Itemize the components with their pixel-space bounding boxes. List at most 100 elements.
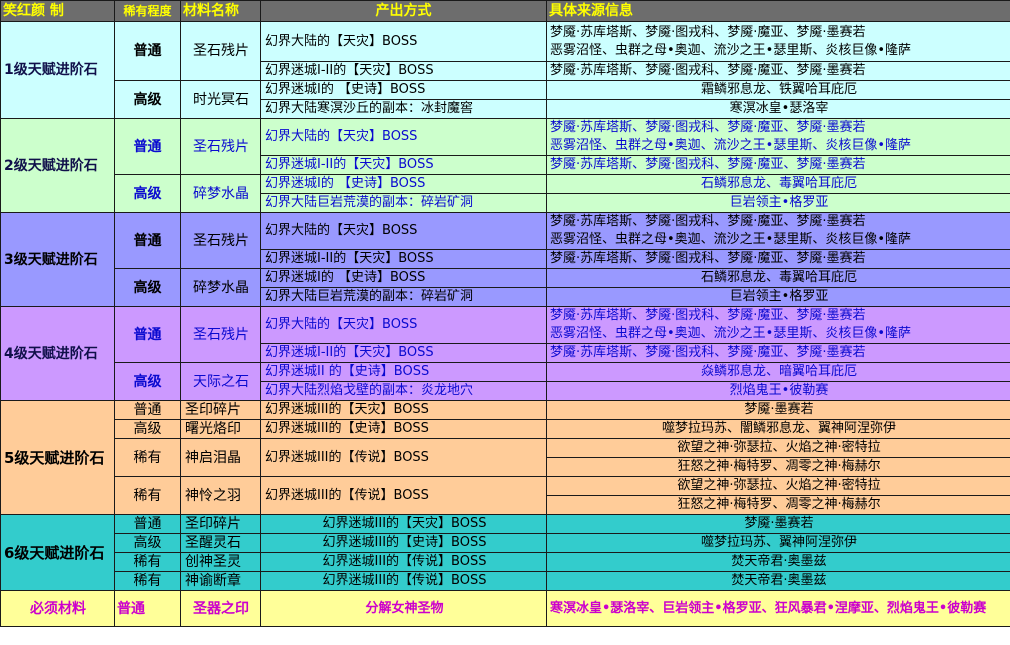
header-source: 具体来源信息 <box>546 0 1010 22</box>
header-author: 笑红颜 制 <box>0 0 115 22</box>
tier1-material-normal: 圣石残片 <box>180 21 261 81</box>
tier2-source-1: 梦魇·苏库塔斯、梦魇·图戎科、梦魇·魔亚、梦魇·墨赛若 恶雾沼怪、虫群之母•奥迦、… <box>546 118 1010 156</box>
tier1-method-3: 幻界迷城I的 【史诗】BOSS <box>260 80 547 100</box>
required-source: 寒溟冰皇•瑟洛宰、巨岩领主•格罗亚、狂风暴君•涅摩亚、烈焰鬼王•彼勒赛 <box>546 590 1010 627</box>
tier6-rarity-3: 稀有 <box>114 552 181 572</box>
tier6-row: 高级 圣醒灵石 幻界迷城III的【史诗】BOSS 噬梦拉玛苏、翼神阿涅弥伊 <box>0 533 1010 553</box>
tier5-rarity-4: 稀有 <box>114 476 181 515</box>
tier3-source-3: 石鳞邪息龙、毒翼哈耳庇厄 <box>546 268 1010 288</box>
tier4-row: 高级 天际之石 幻界迷城II 的【史诗】BOSS 焱鳞邪息龙、暗翼哈耳庇厄 <box>0 362 1010 401</box>
tier2-method-4: 幻界大陆巨岩荒漠的副本：碎岩矿洞 <box>260 193 547 213</box>
source-line: 梦魇·苏库塔斯、梦魇·图戎科、梦魇·魔亚、梦魇·墨赛若 <box>550 24 866 40</box>
tier5-material-1: 圣印碎片 <box>180 400 261 420</box>
tier3-row: 高级 碎梦水晶 幻界迷城I的 【史诗】BOSS 石鳞邪息龙、毒翼哈耳庇厄 <box>0 268 1010 307</box>
tier1-row: 1级天赋进阶石 普通 圣石残片 幻界大陆的【天灾】BOSS 梦魇·苏库塔斯、梦魇… <box>0 21 1010 119</box>
tier4-material-normal: 圣石残片 <box>180 306 261 363</box>
tier4-source-4: 烈焰鬼王•彼勒赛 <box>546 381 1010 401</box>
source-line: 梦魇·苏库塔斯、梦魇·图戎科、梦魇·魔亚、梦魇·墨赛若 <box>550 308 866 323</box>
tier3-method-1: 幻界大陆的【天灾】BOSS <box>260 212 547 250</box>
tier3-source-2: 梦魇·苏库塔斯、梦魇·图戎科、梦魇·魔亚、梦魇·墨赛若 <box>546 249 1010 269</box>
tier4-method-4: 幻界大陆烈焰戈壁的副本：炎龙地穴 <box>260 381 547 401</box>
tier2-method-2: 幻界迷城I-II的【天灾】BOSS <box>260 155 547 175</box>
header-method: 产出方式 <box>260 0 547 22</box>
tier3-row: 3级天赋进阶石 普通 圣石残片 幻界大陆的【天灾】BOSS 梦魇·苏库塔斯、梦魇… <box>0 212 1010 307</box>
tier6-rarity-2: 高级 <box>114 533 181 553</box>
tier5-material-3: 神启泪晶 <box>180 438 261 477</box>
talent-stone-table: 笑红颜 制 稀有程度 材料名称 产出方式 具体来源信息 1级天赋进阶石 普通 圣… <box>0 0 1010 627</box>
tier1-source-1: 梦魇·苏库塔斯、梦魇·图戎科、梦魇·魔亚、梦魇·墨赛若恶雾沼怪、虫群之母•奥迦、… <box>546 21 1010 62</box>
tier6-rarity-1: 普通 <box>114 514 181 534</box>
tier5-rarity-2: 高级 <box>114 419 181 439</box>
tier6-source-2: 噬梦拉玛苏、翼神阿涅弥伊 <box>546 533 1010 553</box>
source-line: 恶雾沼怪、虫群之母•奥迦、流沙之王•瑟里斯、炎核巨像•隆萨 <box>550 326 912 341</box>
tier6-rarity-4: 稀有 <box>114 571 181 591</box>
tier4-method-2: 幻界迷城I-II的【天灾】BOSS <box>260 343 547 363</box>
tier3-method-3: 幻界迷城I的 【史诗】BOSS <box>260 268 547 288</box>
tier5-rarity-3: 稀有 <box>114 438 181 477</box>
tier5-method-3: 幻界迷城III的【传说】BOSS <box>260 438 547 477</box>
tier4-source-2: 梦魇·苏库塔斯、梦魇·图戎科、梦魇·魔亚、梦魇·墨赛若 <box>546 343 1010 363</box>
tier5-row: 稀有 神怜之羽 幻界迷城III的【传说】BOSS 欲望之神·弥瑟拉、火焰之神·密… <box>0 476 1010 515</box>
tier4-method-3: 幻界迷城II 的【史诗】BOSS <box>260 362 547 382</box>
tier5-method-1: 幻界迷城III的【天灾】BOSS <box>260 400 547 420</box>
tier1-method-4: 幻界大陆寒溟沙丘的副本：冰封魔窖 <box>260 99 547 119</box>
tier1-rarity-normal: 普通 <box>114 21 181 81</box>
tier3-rarity-high: 高级 <box>114 268 181 307</box>
tier1-row: 高级 时光冥石 幻界迷城I的 【史诗】BOSS 霜鳞邪息龙、铁翼哈耳庇厄 <box>0 80 1010 119</box>
tier5-material-4: 神怜之羽 <box>180 476 261 515</box>
tier4-material-high: 天际之石 <box>180 362 261 401</box>
tier5-source-5: 欲望之神·弥瑟拉、火焰之神·密特拉 <box>546 476 1010 496</box>
tier6-name: 6级天赋进阶石 <box>0 514 115 591</box>
tier3-rarity-normal: 普通 <box>114 212 181 269</box>
tier2-rarity-normal: 普通 <box>114 118 181 175</box>
tier2-source-4: 巨岩领主•格罗亚 <box>546 193 1010 213</box>
tier5-method-4: 幻界迷城III的【传说】BOSS <box>260 476 547 515</box>
tier3-source-4: 巨岩领主•格罗亚 <box>546 287 1010 307</box>
tier6-material-3: 创神圣灵 <box>180 552 261 572</box>
source-line: 梦魇·苏库塔斯、梦魇·图戎科、梦魇·魔亚、梦魇·墨赛若 <box>550 214 866 229</box>
header-rarity: 稀有程度 <box>114 0 181 22</box>
tier6-method-4: 幻界迷城III的【传说】BOSS <box>260 571 547 591</box>
tier2-source-2: 梦魇·苏库塔斯、梦魇·图戎科、梦魇·魔亚、梦魇·墨赛若 <box>546 155 1010 175</box>
tier5-source-1: 梦魇·墨赛若 <box>546 400 1010 420</box>
tier4-name: 4级天赋进阶石 <box>0 306 115 401</box>
tier6-material-4: 神谕断章 <box>180 571 261 591</box>
tier2-name: 2级天赋进阶石 <box>0 118 115 213</box>
required-row: 必须材料 普通 圣器之印 分解女神圣物 寒溟冰皇•瑟洛宰、巨岩领主•格罗亚、狂风… <box>0 590 1010 627</box>
tier3-method-4: 幻界大陆巨岩荒漠的副本：碎岩矿洞 <box>260 287 547 307</box>
tier5-material-2: 曙光烙印 <box>180 419 261 439</box>
tier6-method-1: 幻界迷城III的【天灾】BOSS <box>260 514 547 534</box>
tier2-row: 高级 碎梦水晶 幻界迷城I的 【史诗】BOSS 石鳞邪息龙、毒翼哈耳庇厄 <box>0 174 1010 213</box>
tier2-rarity-high: 高级 <box>114 174 181 213</box>
tier2-method-3: 幻界迷城I的 【史诗】BOSS <box>260 174 547 194</box>
tier4-rarity-high: 高级 <box>114 362 181 401</box>
tier2-material-high: 碎梦水晶 <box>180 174 261 213</box>
required-material: 圣器之印 <box>180 590 261 627</box>
tier2-method-1: 幻界大陆的【天灾】BOSS <box>260 118 547 156</box>
tier4-method-1: 幻界大陆的【天灾】BOSS <box>260 306 547 344</box>
tier4-source-1: 梦魇·苏库塔斯、梦魇·图戎科、梦魇·魔亚、梦魇·墨赛若恶雾沼怪、虫群之母•奥迦、… <box>546 306 1010 344</box>
tier6-method-2: 幻界迷城III的【史诗】BOSS <box>260 533 547 553</box>
tier4-row: 4级天赋进阶石 普通 圣石残片 幻界大陆的【天灾】BOSS 梦魇·苏库塔斯、梦魇… <box>0 306 1010 401</box>
tier6-source-4: 焚天帝君·奥墨兹 <box>546 571 1010 591</box>
tier2-source-3: 石鳞邪息龙、毒翼哈耳庇厄 <box>546 174 1010 194</box>
source-line: 恶雾沼怪、虫群之母•奥迦、流沙之王•瑟里斯、炎核巨像•隆萨 <box>550 138 912 153</box>
tier2-material-normal: 圣石残片 <box>180 118 261 175</box>
tier5-row: 稀有 神启泪晶 幻界迷城III的【传说】BOSS 欲望之神·弥瑟拉、火焰之神·密… <box>0 438 1010 477</box>
tier5-source-4: 狂怒之神·梅特罗、凋零之神·梅赫尔 <box>546 457 1010 477</box>
source-line: 恶雾沼怪、虫群之母•奥迦、流沙之王•瑟里斯、炎核巨像•隆萨 <box>550 42 912 58</box>
tier6-material-2: 圣醒灵石 <box>180 533 261 553</box>
tier1-source-4: 寒溟冰皇•瑟洛宰 <box>546 99 1010 119</box>
tier3-material-normal: 圣石残片 <box>180 212 261 269</box>
tier1-method-1: 幻界大陆的【天灾】BOSS <box>260 21 547 62</box>
tier2-row: 2级天赋进阶石 普通 圣石残片 幻界大陆的【天灾】BOSS 梦魇·苏库塔斯、梦魇… <box>0 118 1010 213</box>
required-name: 必须材料 <box>0 590 115 627</box>
tier6-material-1: 圣印碎片 <box>180 514 261 534</box>
tier3-material-high: 碎梦水晶 <box>180 268 261 307</box>
source-line: 恶雾沼怪、虫群之母•奥迦、流沙之王•瑟里斯、炎核巨像•隆萨 <box>550 232 912 247</box>
tier6-row: 6级天赋进阶石 普通 圣印碎片 幻界迷城III的【天灾】BOSS 梦魇·墨赛若 <box>0 514 1010 591</box>
header-row: 笑红颜 制 稀有程度 材料名称 产出方式 具体来源信息 <box>0 0 1010 22</box>
tier5-source-2: 噬梦拉玛苏、闇鳞邪息龙、翼神阿涅弥伊 <box>546 419 1010 439</box>
tier5-method-2: 幻界迷城III的【史诗】BOSS <box>260 419 547 439</box>
tier5-source-3: 欲望之神·弥瑟拉、火焰之神·密特拉 <box>546 438 1010 458</box>
